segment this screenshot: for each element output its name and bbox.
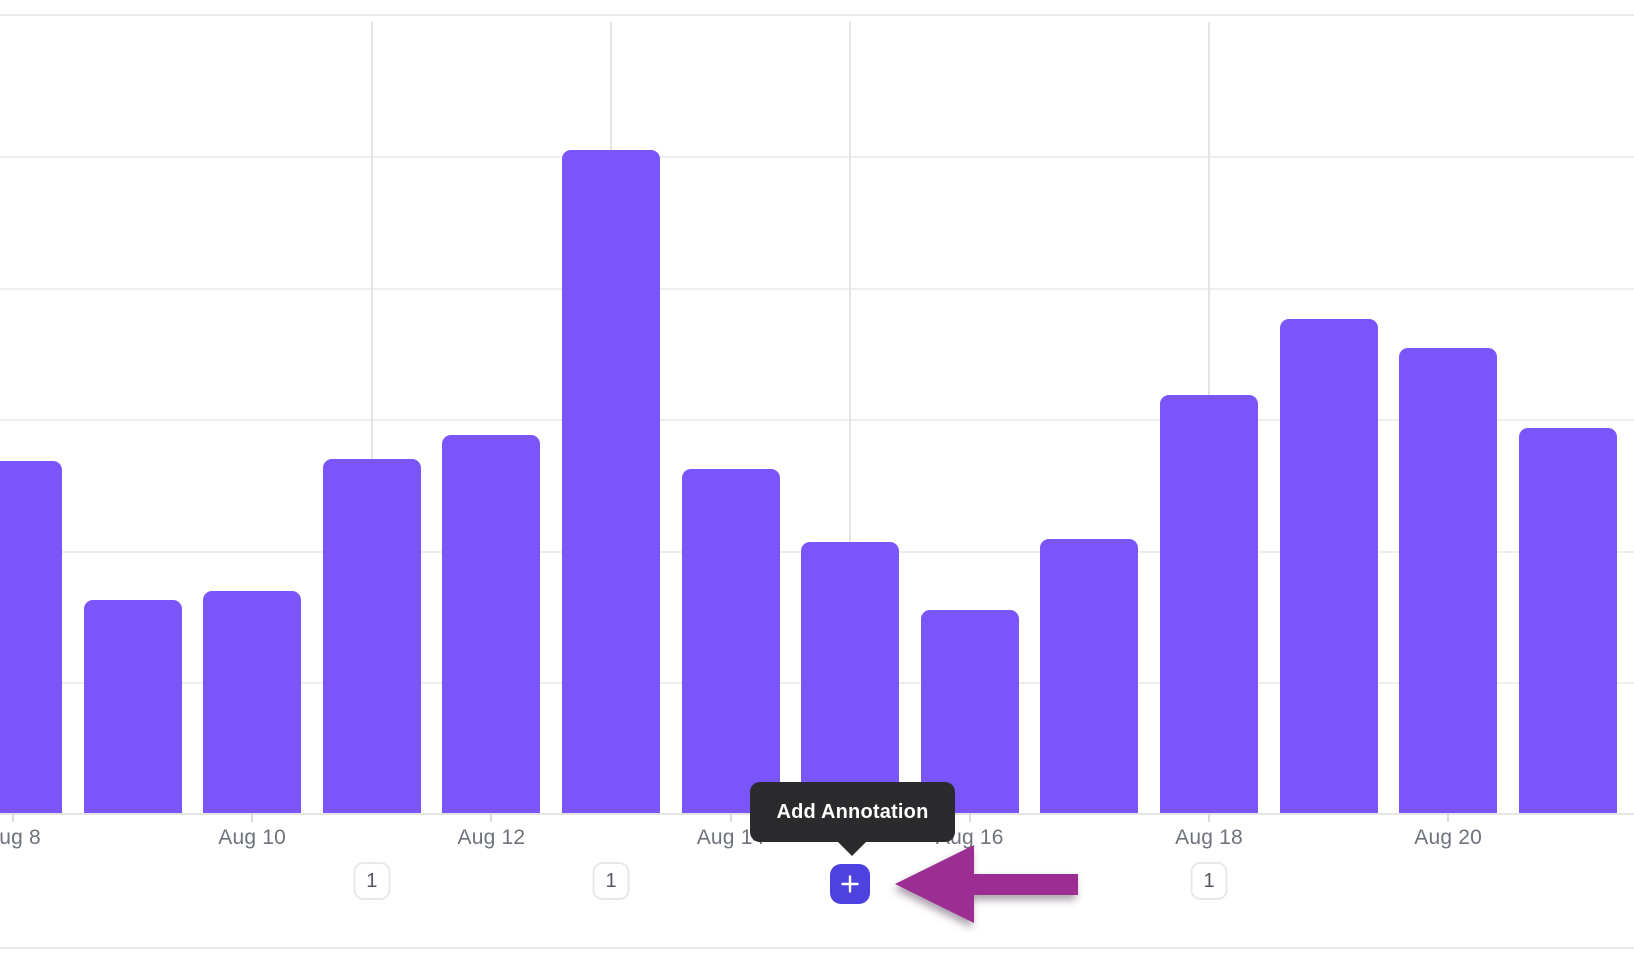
bar[interactable] [1518,428,1617,813]
x-axis-label: Aug 20 [1414,826,1483,849]
bar[interactable] [1399,348,1498,813]
annotation-marker-line [1208,22,1210,395]
bar[interactable] [203,591,302,813]
x-axis-label: Aug 12 [457,826,526,849]
annotation-count-badge[interactable]: 1 [1190,862,1228,900]
x-axis-label: Aug 8 [0,826,41,849]
x-axis-tick [251,813,254,822]
bar[interactable] [322,459,421,813]
pointer-arrow-icon [895,845,1078,923]
x-axis-tick [1447,813,1450,822]
bar[interactable] [442,435,541,813]
x-axis-tick [12,813,14,822]
gridline [0,419,1634,421]
bar[interactable] [0,461,62,813]
plus-icon [838,872,862,896]
bar[interactable] [681,469,780,813]
annotation-count-badge[interactable]: 1 [592,862,630,900]
add-annotation-tooltip: Add Annotation [750,782,955,856]
x-axis-tick [729,813,732,822]
bar[interactable] [562,150,660,813]
x-axis-label: Aug 18 [1175,826,1243,849]
bar[interactable] [1279,319,1378,813]
annotation-marker-line [610,22,612,150]
x-axis-label: Aug 10 [218,826,287,849]
tooltip-label: Add Annotation [776,800,929,823]
annotation-marker-line [370,22,373,459]
gridline [0,288,1634,290]
bar[interactable] [83,600,182,813]
chart-top-border [0,14,1634,16]
bar[interactable] [801,542,900,813]
gridline [0,156,1634,158]
bar[interactable] [1160,395,1258,813]
annotation-count-badge[interactable]: 1 [353,862,391,900]
bottom-divider [0,947,1634,949]
annotation-marker-line [849,22,852,542]
add-annotation-button[interactable] [830,864,871,904]
x-axis-tick [968,813,971,822]
tooltip-caret [836,840,868,856]
x-axis-tick [490,813,493,822]
bar[interactable] [1040,539,1139,813]
x-axis-label: Aug 14 [696,826,765,849]
bar[interactable] [920,610,1019,813]
x-axis-tick [1208,813,1210,822]
